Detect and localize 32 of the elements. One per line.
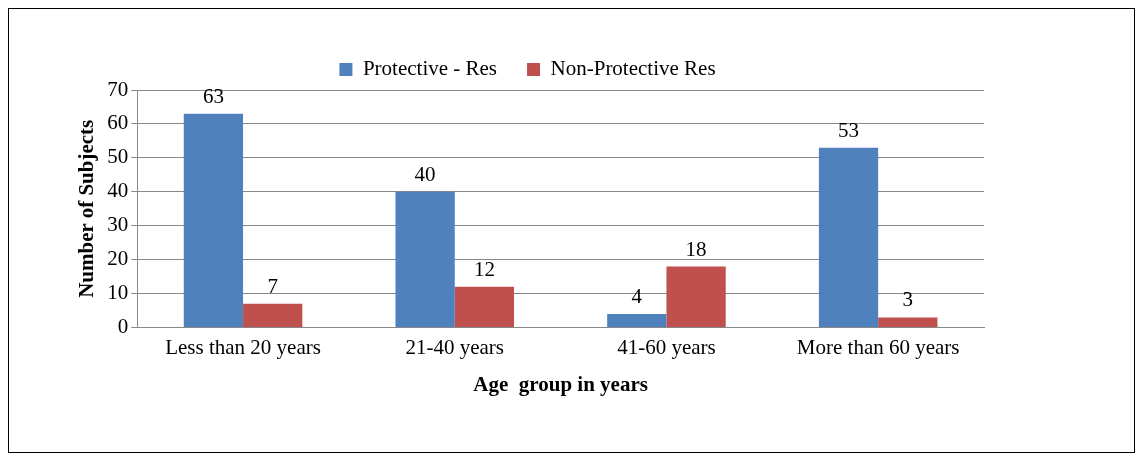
bar (607, 314, 667, 328)
bar (666, 266, 726, 328)
x-tick-label: Less than 20 years (165, 334, 321, 359)
bar (183, 113, 244, 328)
data-label: 12 (473, 256, 495, 281)
x-axis-title: Age group in years (473, 371, 648, 396)
x-tick-label: 21-40 years (405, 334, 505, 359)
bar (818, 147, 879, 328)
bar (454, 286, 515, 328)
x-tick-label: 41-60 years (617, 334, 716, 359)
y-tick-label: 40 (107, 178, 129, 203)
y-tick-label: 20 (107, 246, 129, 271)
bar (395, 191, 455, 328)
y-tick-label: 60 (107, 110, 129, 135)
data-label: 53 (838, 117, 860, 142)
x-tick-label: More than 60 years (796, 334, 960, 359)
y-tick-label: 30 (107, 212, 129, 237)
legend-label: Non-Protective Res (550, 56, 716, 81)
data-label: 7 (267, 273, 278, 298)
y-tick-label: 0 (117, 314, 129, 339)
bar (878, 317, 938, 328)
data-label: 3 (902, 287, 914, 312)
data-label: 4 (631, 284, 643, 309)
y-tick-label: 70 (107, 76, 129, 101)
data-label: 18 (685, 236, 707, 261)
y-axis-title: Number of Subjects (74, 119, 99, 298)
y-tick-label: 50 (107, 144, 129, 169)
data-label: 63 (202, 83, 224, 108)
data-label: 40 (414, 161, 436, 186)
bar (243, 303, 303, 328)
y-tick-label: 10 (107, 280, 129, 305)
legend-label: Protective - Res (362, 56, 498, 81)
